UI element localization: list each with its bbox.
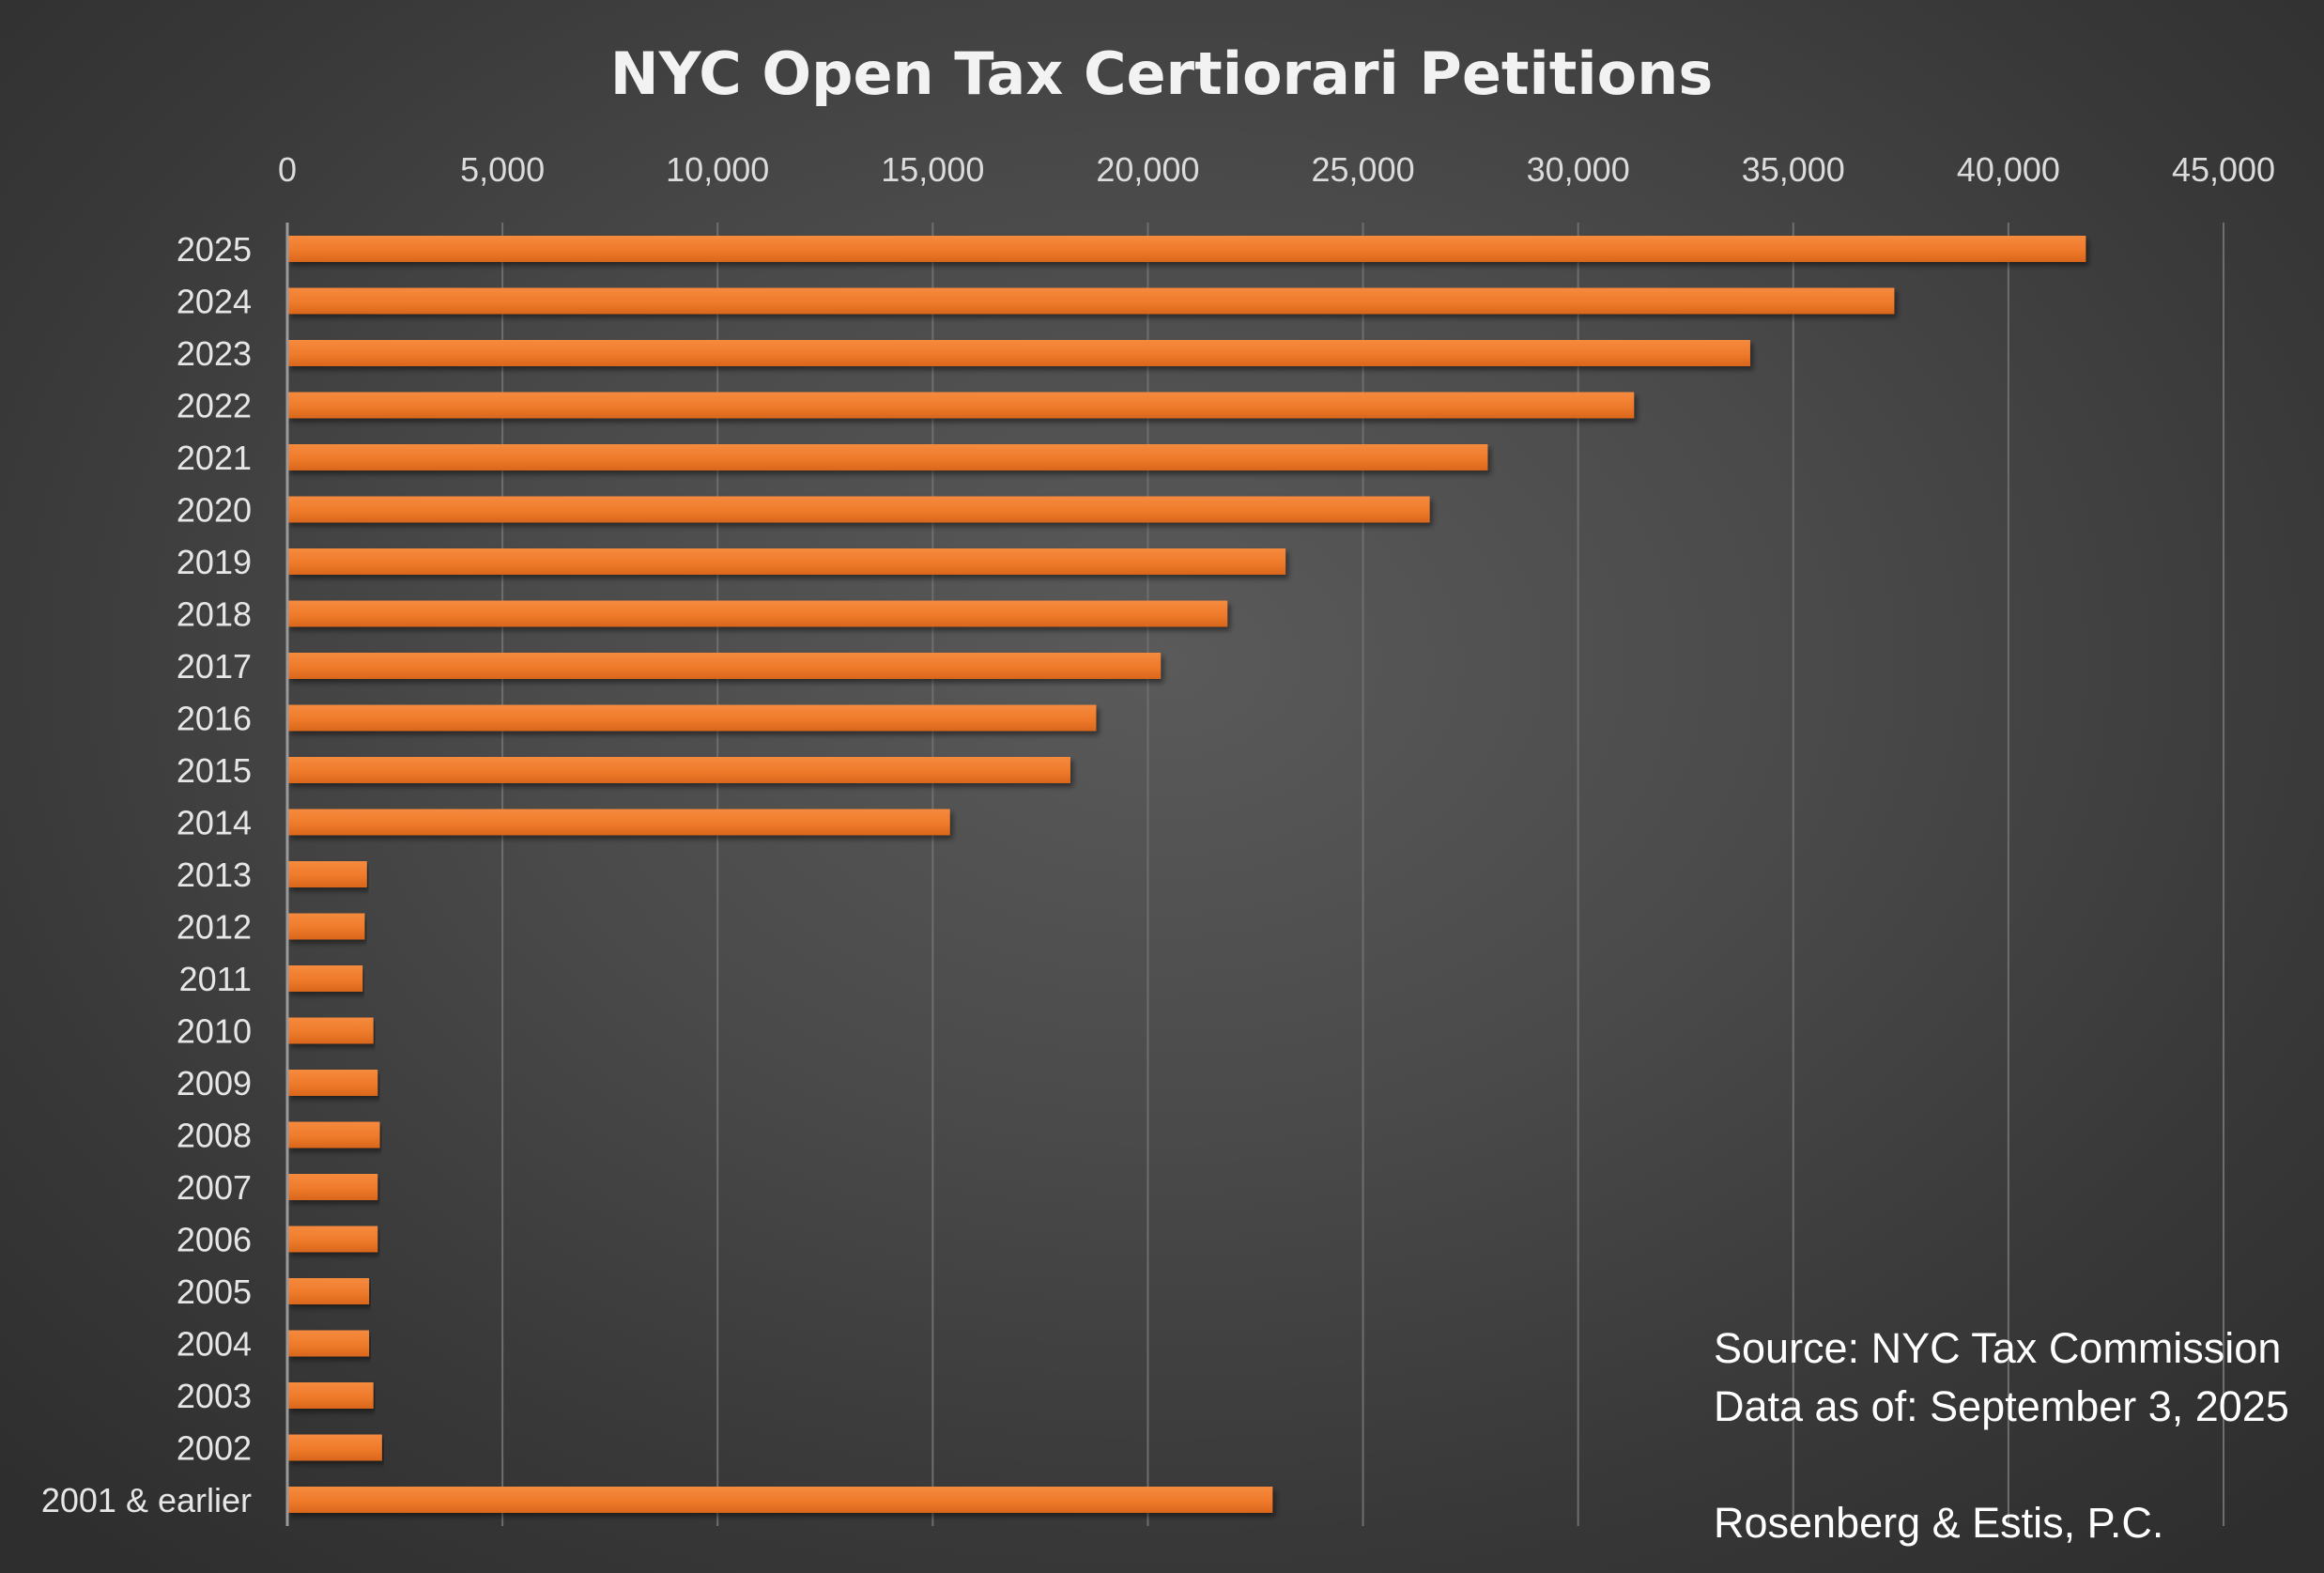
x-tick-label: 20,000	[1096, 150, 1199, 189]
category-label: 2009	[177, 1064, 252, 1103]
x-axis-ticks: 0 5,000 10,000 15,000 20,000 25,000 30,000 35,0…	[278, 150, 2275, 189]
bar-2021	[287, 444, 1488, 470]
category-label: 2003	[177, 1377, 252, 1415]
bars	[287, 236, 2086, 1513]
x-tick-label: 0	[278, 150, 297, 189]
bar-2007	[287, 1174, 378, 1200]
category-label: 2021	[177, 439, 252, 477]
y-axis-categories: 2025 2024 2023 2022 2021 2020 2019 2018 2017 2016…	[41, 230, 252, 1519]
bar-2003	[287, 1382, 374, 1409]
x-tick-label: 15,000	[881, 150, 984, 189]
bar-2008	[287, 1121, 380, 1149]
source-annotation: Source: NYC Tax Commission Data as of: S…	[1714, 1319, 2289, 1552]
category-label: 2007	[177, 1168, 252, 1207]
category-label: 2004	[177, 1325, 252, 1364]
category-label: 2012	[177, 908, 252, 947]
x-tick-label: 45,000	[2172, 150, 2275, 189]
bar-2010	[287, 1017, 374, 1044]
bar-2001-earlier	[287, 1487, 1273, 1513]
bar-2004	[287, 1330, 370, 1357]
category-label: 2011	[179, 960, 252, 998]
bar-2024	[287, 287, 1895, 315]
bar-2015	[287, 757, 1070, 783]
category-label: 2010	[177, 1012, 252, 1051]
category-label: 2024	[177, 283, 252, 321]
bar-2006	[287, 1226, 378, 1253]
category-label: 2001 & earlier	[41, 1481, 252, 1519]
bar-2009	[287, 1070, 378, 1096]
category-label: 2022	[177, 387, 252, 425]
bar-2019	[287, 548, 1286, 575]
bar-2025	[287, 236, 2086, 262]
category-label: 2014	[177, 804, 252, 842]
gridlines	[501, 223, 2224, 1526]
bar-2013	[287, 861, 367, 887]
x-tick-label: 5,000	[460, 150, 545, 189]
bar-2002	[287, 1434, 382, 1461]
x-tick-label: 35,000	[1742, 150, 1845, 189]
bar-2012	[287, 913, 365, 940]
x-tick-label: 25,000	[1312, 150, 1415, 189]
category-label: 2005	[177, 1272, 252, 1311]
category-label: 2019	[177, 543, 252, 581]
source-text: Source: NYC Tax Commission	[1714, 1324, 2282, 1372]
x-tick-label: 10,000	[666, 150, 769, 189]
category-label: 2016	[177, 700, 252, 738]
category-label: 2023	[177, 334, 252, 373]
bar-2018	[287, 600, 1228, 627]
category-label: 2020	[177, 491, 252, 530]
bar-2005	[287, 1278, 370, 1304]
category-label: 2018	[177, 595, 252, 634]
chart-title: NYC Open Tax Certiorari Petitions	[610, 39, 1714, 108]
bar-2014	[287, 809, 950, 836]
bar-2011	[287, 965, 363, 992]
category-label: 2008	[177, 1117, 252, 1155]
bar-2022	[287, 392, 1635, 419]
x-tick-label: 30,000	[1527, 150, 1630, 189]
data-date-text: Data as of: September 3, 2025	[1714, 1382, 2289, 1430]
category-label: 2017	[177, 647, 252, 686]
bar-2020	[287, 496, 1430, 523]
category-label: 2025	[177, 230, 252, 269]
bar-2017	[287, 653, 1162, 679]
firm-text: Rosenberg & Estis, P.C.	[1714, 1499, 2164, 1547]
category-label: 2002	[177, 1429, 252, 1468]
category-label: 2006	[177, 1221, 252, 1259]
x-tick-label: 40,000	[1957, 150, 2060, 189]
bar-2016	[287, 704, 1097, 732]
category-label: 2013	[177, 856, 252, 894]
bar-2023	[287, 340, 1750, 366]
category-label: 2015	[177, 751, 252, 790]
